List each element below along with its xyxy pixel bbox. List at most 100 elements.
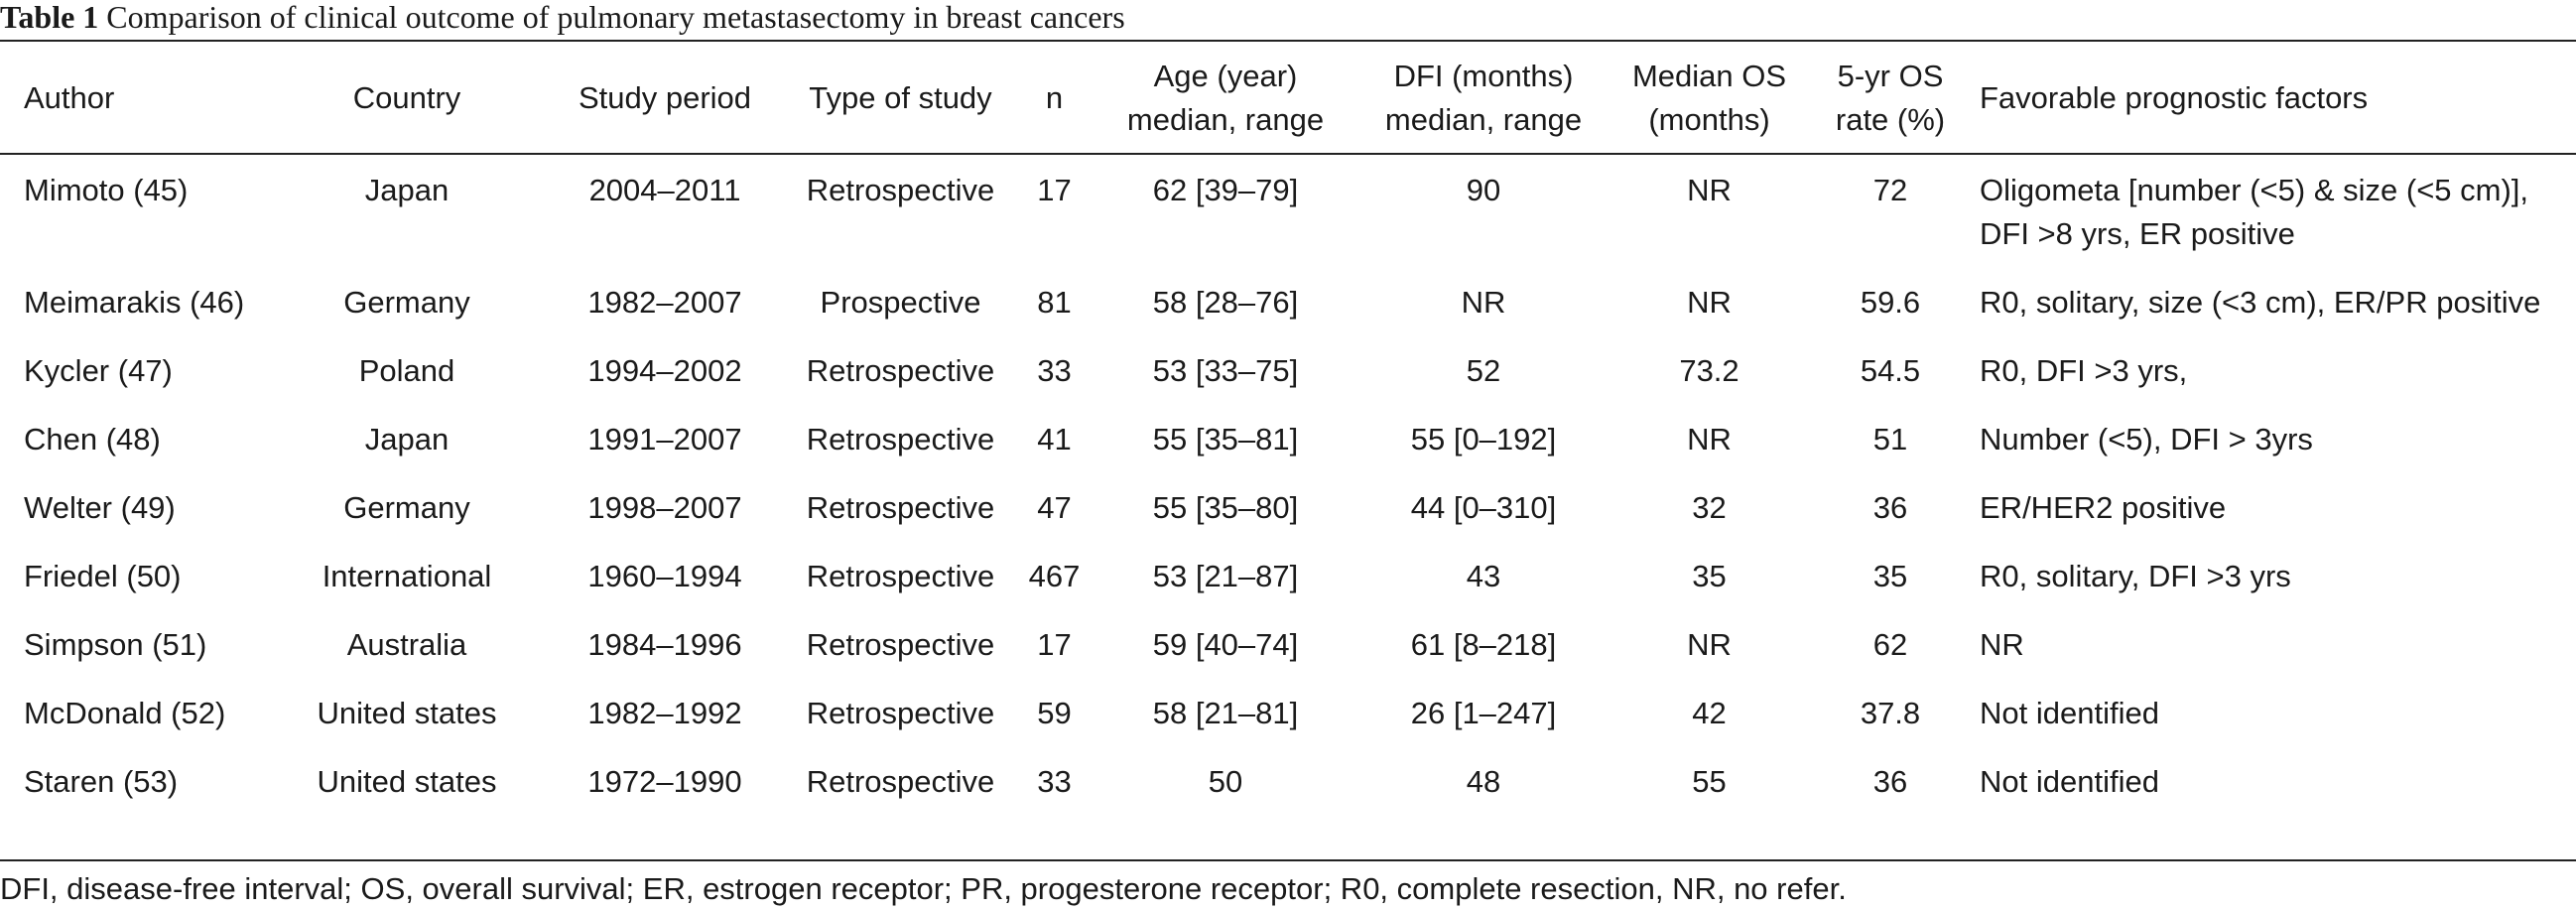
cell-dfi: 55 [0–192] bbox=[1410, 422, 1557, 456]
cell-five-yr-os: 51 bbox=[1872, 422, 1908, 456]
header-five-yr-os-line: 5-yr OS bbox=[1837, 59, 1944, 93]
header-age-line: Age (year) bbox=[1153, 59, 1298, 93]
header-country: Country bbox=[278, 42, 536, 155]
cell-study-period: 1994–2002 bbox=[587, 353, 742, 388]
cell-five-yr-os: 37.8 bbox=[1860, 696, 1921, 730]
cell-five-yr-os: 35 bbox=[1872, 559, 1908, 593]
header-dfi-line: median, range bbox=[1384, 102, 1583, 137]
cell-age: 53 [33–75] bbox=[1152, 353, 1299, 388]
cell-n: 59 bbox=[1037, 696, 1072, 730]
table-footnote: DFI, disease-free interval; OS, overall … bbox=[0, 871, 1847, 906]
cell-n: 33 bbox=[1037, 764, 1072, 799]
cell-author: Mimoto (45) bbox=[24, 173, 189, 207]
cell-n: 17 bbox=[1037, 627, 1072, 662]
header-age: Age (year) median, range bbox=[1101, 42, 1350, 155]
cell-prognostic-factors: NR bbox=[1980, 627, 2024, 662]
cell-author: Welter (49) bbox=[24, 490, 176, 525]
table-row: McDonald (52) United states 1982–1992 Retro… bbox=[0, 692, 2576, 760]
cell-study-type: Retrospective bbox=[806, 764, 995, 799]
cell-study-type: Retrospective bbox=[806, 490, 995, 525]
header-median-os-line: (months) bbox=[1648, 102, 1770, 137]
cell-dfi: 48 bbox=[1466, 764, 1501, 799]
table-row: Chen (48) Japan 1991–2007 Retrospective 41 55… bbox=[0, 418, 2576, 486]
cell-five-yr-os: 54.5 bbox=[1860, 353, 1921, 388]
cell-study-period: 1998–2007 bbox=[587, 490, 742, 525]
outcome-table: Author Country Study period Type of study n A… bbox=[0, 42, 2576, 824]
cell-study-period: 2004–2011 bbox=[588, 173, 741, 207]
header-n: n bbox=[1007, 42, 1101, 155]
table-row: Kycler (47) Poland 1994–2002 Retrospective 3… bbox=[0, 349, 2576, 418]
table-row: Staren (53) United states 1972–1990 Retrosp… bbox=[0, 760, 2576, 824]
cell-study-period: 1982–1992 bbox=[587, 696, 742, 730]
cell-dfi: 43 bbox=[1466, 559, 1501, 593]
cell-age: 55 [35–81] bbox=[1152, 422, 1299, 456]
cell-study-type: Retrospective bbox=[806, 422, 995, 456]
cell-author: Simpson (51) bbox=[24, 627, 207, 662]
cell-n: 81 bbox=[1037, 285, 1072, 320]
cell-country: Japan bbox=[364, 173, 450, 207]
cell-five-yr-os: 36 bbox=[1872, 764, 1908, 799]
cell-prognostic-factors: R0, solitary, size (<3 cm), ER/PR positi… bbox=[1980, 285, 2541, 320]
cell-prognostic-factors: R0, solitary, DFI >3 yrs bbox=[1980, 559, 2291, 593]
cell-five-yr-os: 36 bbox=[1872, 490, 1908, 525]
cell-median-os: 73.2 bbox=[1679, 353, 1739, 388]
cell-median-os: 55 bbox=[1692, 764, 1727, 799]
cell-study-type: Retrospective bbox=[806, 173, 995, 207]
bottom-rule bbox=[0, 859, 2576, 861]
cell-study-period: 1984–1996 bbox=[587, 627, 742, 662]
cell-dfi: 52 bbox=[1466, 353, 1501, 388]
cell-age: 62 [39–79] bbox=[1152, 173, 1299, 207]
cell-median-os: NR bbox=[1687, 173, 1732, 207]
table-row: Meimarakis (46) Germany 1982–2007 Prospecti… bbox=[0, 281, 2576, 349]
header-study-type: Type of study bbox=[794, 42, 1007, 155]
cell-age: 53 [21–87] bbox=[1152, 559, 1299, 593]
cell-author: Meimarakis (46) bbox=[24, 285, 245, 320]
cell-prognostic-factors: Number (<5), DFI > 3yrs bbox=[1980, 422, 2313, 456]
header-median-os-line: Median OS bbox=[1631, 59, 1787, 93]
cell-age: 50 bbox=[1208, 764, 1243, 799]
cell-country: Poland bbox=[358, 353, 455, 388]
cell-country: United states bbox=[317, 764, 497, 799]
table-row: Friedel (50) International 1960–1994 Retros… bbox=[0, 555, 2576, 623]
cell-study-period: 1982–2007 bbox=[587, 285, 742, 320]
cell-age: 55 [35–80] bbox=[1152, 490, 1299, 525]
cell-study-period: 1991–2007 bbox=[587, 422, 742, 456]
header-study-type-line: Type of study bbox=[809, 80, 992, 115]
cell-dfi: 44 [0–310] bbox=[1410, 490, 1557, 525]
cell-author: Kycler (47) bbox=[24, 353, 173, 388]
cell-author: McDonald (52) bbox=[24, 696, 226, 730]
cell-country: Japan bbox=[364, 422, 450, 456]
header-study-period-line: Study period bbox=[578, 80, 752, 115]
cell-dfi: 26 [1–247] bbox=[1410, 696, 1557, 730]
cell-n: 41 bbox=[1037, 422, 1072, 456]
top-rule bbox=[0, 40, 2576, 42]
header-dfi-line: DFI (months) bbox=[1393, 59, 1574, 93]
table-caption: Table 1 Comparison of clinical outcome o… bbox=[0, 0, 1125, 38]
header-median-os: Median OS (months) bbox=[1617, 42, 1801, 155]
header-n-line: n bbox=[1045, 80, 1064, 115]
cell-median-os: NR bbox=[1687, 627, 1732, 662]
header-author-line: Author bbox=[24, 80, 115, 115]
cell-study-type: Prospective bbox=[820, 285, 981, 320]
header-row: Author Country Study period Type of study n A… bbox=[0, 42, 2576, 155]
cell-prognostic-factors: Oligometa [number (<5) & size (<5 cm)], … bbox=[1980, 173, 2529, 251]
cell-country: Germany bbox=[343, 285, 470, 320]
cell-median-os: 42 bbox=[1692, 696, 1727, 730]
cell-prognostic-factors: Not identified bbox=[1980, 764, 2159, 799]
cell-study-type: Retrospective bbox=[806, 353, 995, 388]
header-prognostic-factors-line: Favorable prognostic factors bbox=[1980, 80, 2369, 115]
cell-n: 467 bbox=[1028, 559, 1081, 593]
table-caption-label: Table 1 bbox=[0, 0, 99, 35]
cell-author: Friedel (50) bbox=[24, 559, 182, 593]
cell-median-os: 35 bbox=[1692, 559, 1727, 593]
table-header: Author Country Study period Type of study n A… bbox=[0, 42, 2576, 155]
header-rule bbox=[0, 153, 2576, 155]
table-row: Welter (49) Germany 1998–2007 Retrospective… bbox=[0, 486, 2576, 555]
cell-age: 59 [40–74] bbox=[1152, 627, 1299, 662]
table-caption-text: Comparison of clinical outcome of pulmon… bbox=[106, 0, 1125, 35]
cell-n: 17 bbox=[1037, 173, 1072, 207]
cell-prognostic-factors: ER/HER2 positive bbox=[1980, 490, 2227, 525]
cell-age: 58 [21–81] bbox=[1152, 696, 1299, 730]
cell-study-type: Retrospective bbox=[806, 559, 995, 593]
header-prognostic-factors: Favorable prognostic factors bbox=[1980, 42, 2576, 155]
